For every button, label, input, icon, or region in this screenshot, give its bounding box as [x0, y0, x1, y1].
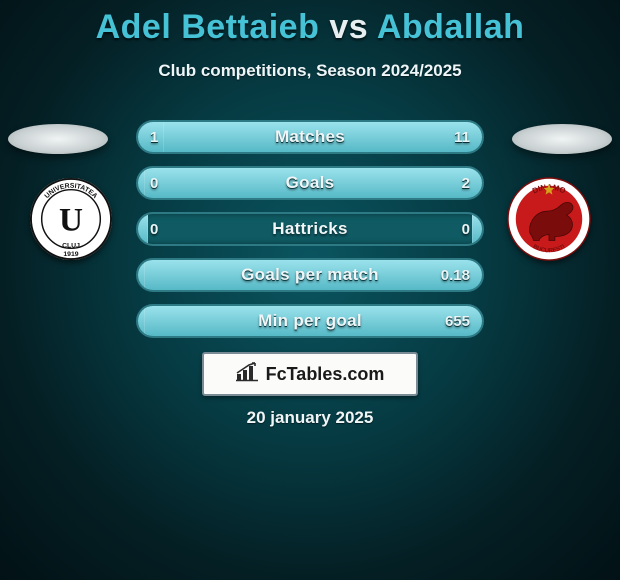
- vs-label: vs: [329, 8, 368, 46]
- bar-right: [144, 168, 482, 198]
- oval-shadow-left: [8, 124, 108, 154]
- chart-icon: [236, 362, 260, 387]
- team-right-crest: DINAMO BUCURESTI: [500, 176, 598, 262]
- brand-name: FcTables.com: [266, 364, 385, 385]
- bar-right: [163, 122, 482, 152]
- subtitle: Club competitions, Season 2024/2025: [0, 61, 620, 81]
- stat-row: 0.18Goals per match: [136, 258, 484, 292]
- bar-right: [144, 260, 482, 290]
- oval-shadow-right: [512, 124, 612, 154]
- comparison-card: Adel Bettaieb vs Abdallah Club competiti…: [0, 0, 620, 81]
- stat-row: 02Goals: [136, 166, 484, 200]
- stat-label: Hattricks: [138, 214, 482, 244]
- brand-badge[interactable]: FcTables.com: [202, 352, 418, 396]
- player1-name: Adel Bettaieb: [96, 8, 320, 46]
- bar-right: [472, 214, 482, 244]
- team-left-line2: CLUJ: [62, 242, 80, 249]
- team-left-crest: UNIVERSITATEA U CLUJ 1919: [22, 176, 120, 262]
- bar-right: [144, 306, 482, 336]
- stat-right-value: 0: [462, 214, 470, 244]
- stat-left-value: 0: [150, 214, 158, 244]
- stat-row: 0 0Hattricks: [136, 212, 484, 246]
- stat-row: 655Min per goal: [136, 304, 484, 338]
- bar-left: [138, 214, 148, 244]
- date-label: 20 january 2025: [0, 408, 620, 428]
- stats-table: 111Matches 02Goals 0 0Hattricks 0.18Goals pe…: [136, 120, 484, 350]
- team-left-year: 1919: [63, 251, 78, 258]
- player2-name: Abdallah: [377, 8, 525, 46]
- stat-row: 111Matches: [136, 120, 484, 154]
- page-title: Adel Bettaieb vs Abdallah: [0, 0, 620, 47]
- team-left-letter: U: [59, 202, 83, 239]
